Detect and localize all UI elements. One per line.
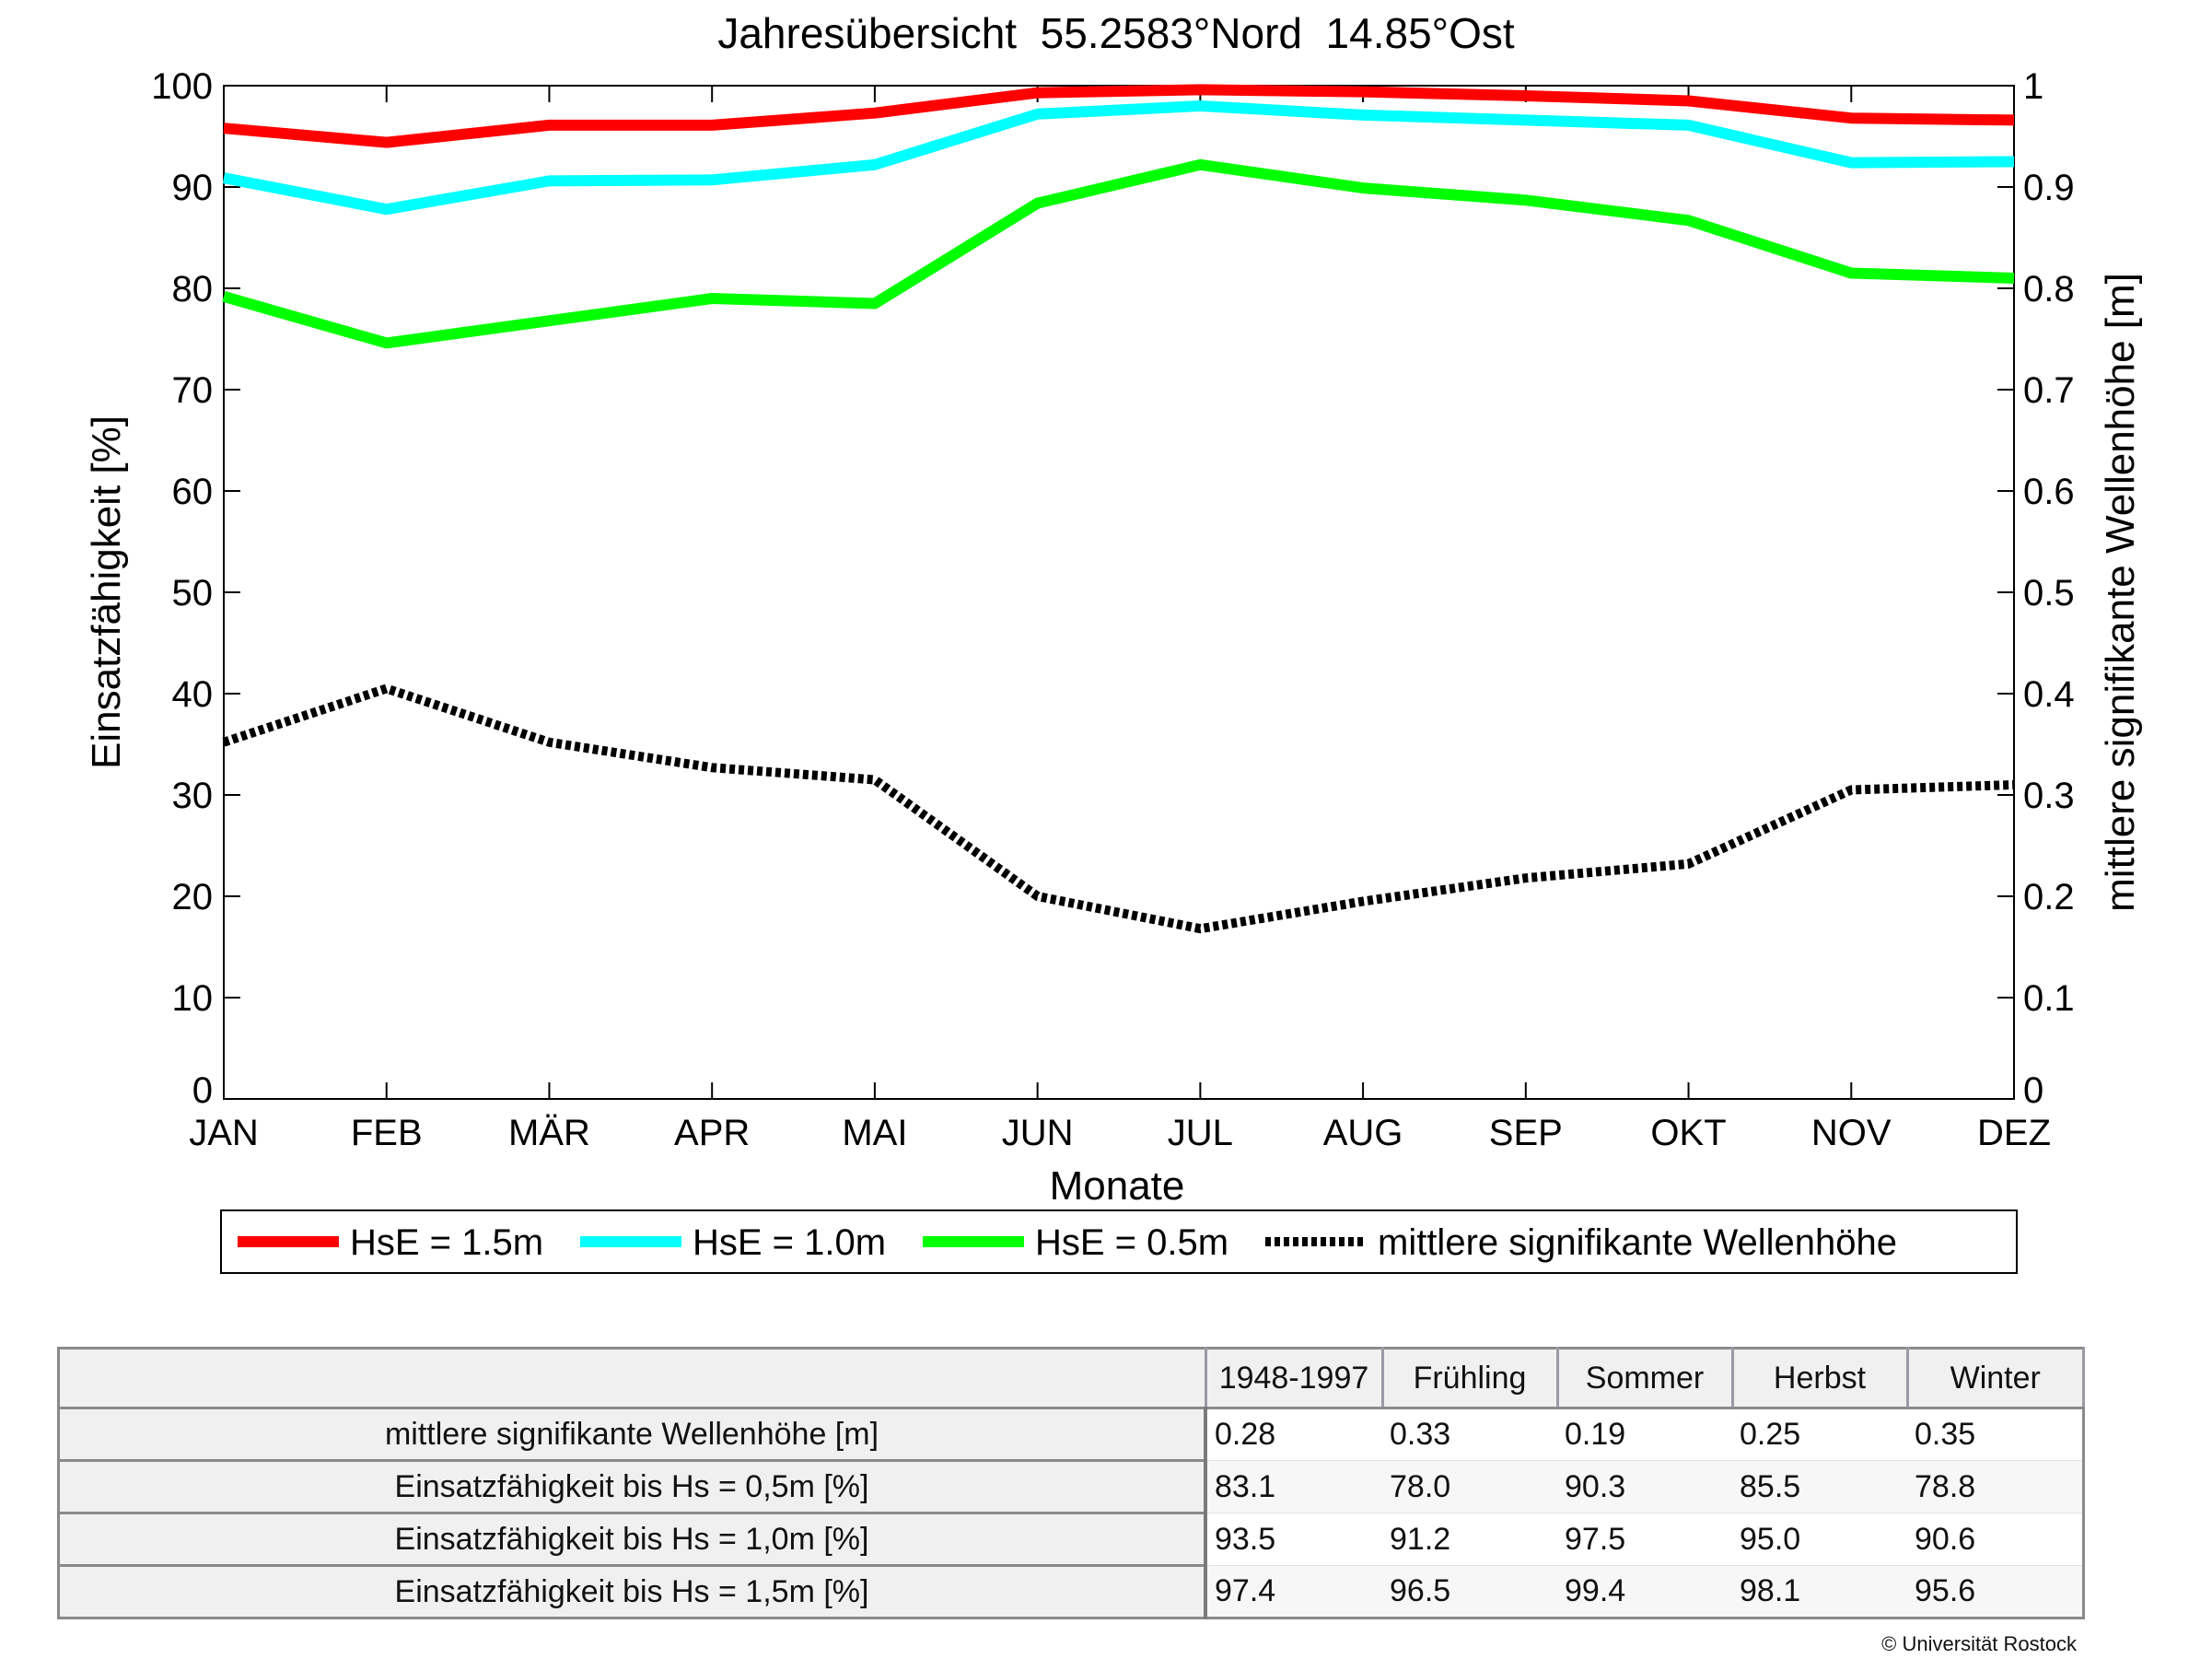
y-tick-label-right: 1 bbox=[2023, 66, 2043, 107]
table-row: Einsatzfähigkeit bis Hs = 0,5m [%] 83.1 … bbox=[58, 1460, 2084, 1514]
table-header: Herbst bbox=[1732, 1348, 1909, 1409]
table-header-row: 1948-1997 Frühling Sommer Herbst Winter bbox=[58, 1348, 2085, 1409]
legend-label: mittlere signifikante Wellenhöhe bbox=[1378, 1222, 1897, 1263]
table-row: Einsatzfähigkeit bis Hs = 1,5m [%] 97.4 … bbox=[58, 1565, 2084, 1619]
y-tick-label-right: 0.9 bbox=[2023, 168, 2075, 208]
x-tick-label: JUN bbox=[1002, 1113, 1074, 1153]
table-cell: 0.28 bbox=[1205, 1408, 1382, 1461]
x-tick-label: AUG bbox=[1323, 1113, 1403, 1153]
x-tick-label: DEZ bbox=[1977, 1113, 2051, 1153]
y-tick-label-left: 40 bbox=[172, 674, 214, 715]
x-tick-label: NOV bbox=[1811, 1113, 1892, 1153]
y-tick-label-left: 70 bbox=[172, 370, 214, 411]
legend-label: HsE = 1.5m bbox=[350, 1222, 543, 1263]
table-cell: 99.4 bbox=[1557, 1565, 1732, 1618]
y-tick-label-left: 0 bbox=[192, 1070, 213, 1111]
row-label: Einsatzfähigkeit bis Hs = 1,0m [%] bbox=[58, 1513, 1207, 1567]
x-tick-label: JUL bbox=[1168, 1113, 1233, 1153]
chart-title: Jahresübersicht 55.2583°Nord 14.85°Ost bbox=[717, 9, 1515, 57]
table-cell: 0.33 bbox=[1382, 1408, 1557, 1461]
row-label: Einsatzfähigkeit bis Hs = 0,5m [%] bbox=[58, 1460, 1207, 1514]
y-tick-label-right: 0.3 bbox=[2023, 776, 2075, 816]
y-tick-label-right: 0.8 bbox=[2023, 269, 2075, 310]
x-tick-label: MÄR bbox=[508, 1113, 590, 1153]
table-cell: 90.3 bbox=[1557, 1460, 1732, 1513]
y-tick-label-left: 50 bbox=[172, 573, 214, 613]
y-tick-label-right: 0.5 bbox=[2023, 573, 2075, 613]
series-line-2 bbox=[222, 158, 2015, 349]
table-cell: 97.5 bbox=[1557, 1513, 1732, 1566]
row-label: Einsatzfähigkeit bis Hs = 1,5m [%] bbox=[58, 1565, 1207, 1619]
table-cell: 0.19 bbox=[1557, 1408, 1732, 1461]
x-axis-label: Monate bbox=[1050, 1163, 1185, 1209]
table-cell: 91.2 bbox=[1382, 1513, 1557, 1566]
legend-label: HsE = 0.5m bbox=[1035, 1222, 1228, 1263]
row-label: mittlere signifikante Wellenhöhe [m] bbox=[58, 1408, 1207, 1462]
table-cell: 0.35 bbox=[1907, 1408, 2084, 1461]
table-cell: 85.5 bbox=[1732, 1460, 1907, 1513]
legend-label: HsE = 1.0m bbox=[693, 1222, 886, 1263]
x-tick-label: MAI bbox=[842, 1113, 907, 1153]
y-axis-label-right: mittlere signifikante Wellenhöhe [m] bbox=[2098, 273, 2143, 912]
table-cell: 78.0 bbox=[1382, 1460, 1557, 1513]
table-cell: 90.6 bbox=[1907, 1513, 2084, 1566]
series-line-3 bbox=[222, 683, 2015, 934]
x-tick-label: SEP bbox=[1489, 1113, 1563, 1153]
y-tick-label-left: 90 bbox=[172, 168, 214, 208]
series-line-0 bbox=[223, 84, 2015, 148]
x-tick-label: OKT bbox=[1650, 1113, 1726, 1153]
y-tick-label-left: 10 bbox=[172, 978, 214, 1019]
y-tick-label-left: 20 bbox=[172, 877, 214, 917]
table-row: Einsatzfähigkeit bis Hs = 1,0m [%] 93.5 … bbox=[58, 1513, 2084, 1567]
legend-box bbox=[220, 1209, 2018, 1274]
y-tick-label-left: 80 bbox=[172, 269, 214, 310]
x-tick-label: FEB bbox=[351, 1113, 423, 1153]
table-corner bbox=[58, 1348, 1207, 1409]
table-cell: 97.4 bbox=[1205, 1565, 1382, 1618]
y-tick-label-left: 30 bbox=[172, 776, 214, 816]
table-header: 1948-1997 bbox=[1205, 1348, 1384, 1409]
table-cell: 83.1 bbox=[1205, 1460, 1382, 1513]
series-line-1 bbox=[222, 100, 2015, 216]
table-cell: 95.0 bbox=[1732, 1513, 1907, 1566]
y-tick-label-right: 0.4 bbox=[2023, 674, 2075, 715]
x-tick-label: APR bbox=[674, 1113, 750, 1153]
y-tick-label-right: 0 bbox=[2023, 1070, 2043, 1111]
table-cell: 98.1 bbox=[1732, 1565, 1907, 1618]
table-cell: 95.6 bbox=[1907, 1565, 2084, 1618]
summary-table: 1948-1997 Frühling Sommer Herbst Winter … bbox=[57, 1347, 2085, 1619]
table-header: Sommer bbox=[1557, 1348, 1734, 1409]
y-tick-label-right: 0.7 bbox=[2023, 370, 2075, 411]
y-tick-label-right: 0.2 bbox=[2023, 877, 2075, 917]
x-tick-label: JAN bbox=[189, 1113, 259, 1153]
table-cell: 93.5 bbox=[1205, 1513, 1382, 1566]
table-header: Frühling bbox=[1382, 1348, 1559, 1409]
chart: Jahresübersicht 55.2583°Nord 14.85°Ost M… bbox=[84, 9, 2143, 1274]
y-tick-label-left: 100 bbox=[151, 66, 213, 107]
y-tick-label-right: 0.6 bbox=[2023, 472, 2075, 512]
y-tick-label-left: 60 bbox=[172, 472, 214, 512]
table-row: mittlere signifikante Wellenhöhe [m] 0.2… bbox=[58, 1408, 2084, 1462]
table-cell: 0.25 bbox=[1732, 1408, 1907, 1461]
legend: HsE = 1.5m HsE = 1.0m HsE = 0.5m mittlere s… bbox=[220, 1209, 2018, 1274]
y-tick-label-right: 0.1 bbox=[2023, 978, 2075, 1019]
copyright: © Universität Rostock bbox=[1881, 1632, 2077, 1655]
table-header: Winter bbox=[1907, 1348, 2085, 1409]
y-axis-label-left: Einsatzfähigkeit [%] bbox=[84, 415, 129, 769]
table-cell: 96.5 bbox=[1382, 1565, 1557, 1618]
table-cell: 78.8 bbox=[1907, 1460, 2084, 1513]
